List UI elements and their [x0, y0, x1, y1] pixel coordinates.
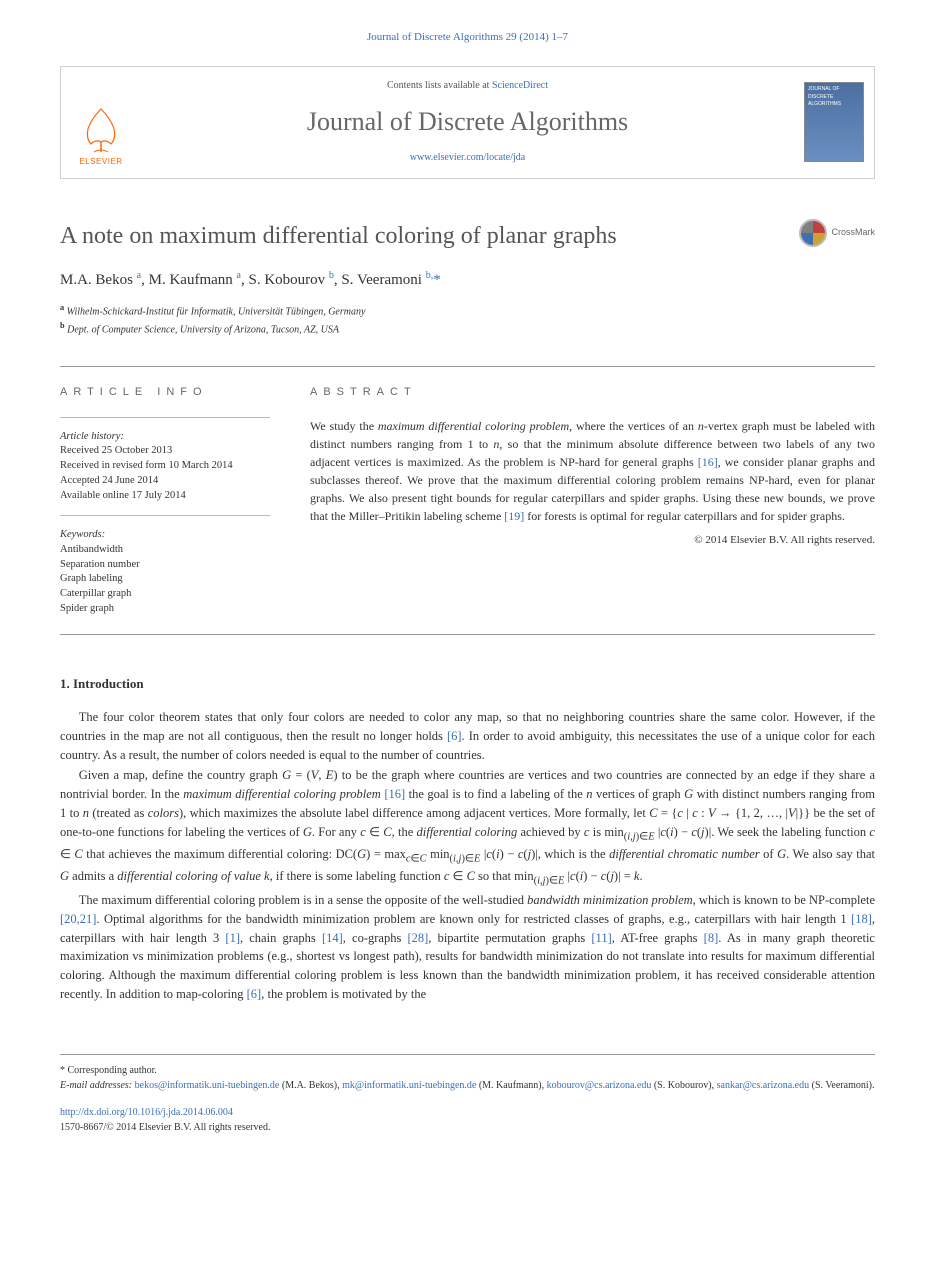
- article-info-column: article info Article history: Received 2…: [60, 385, 270, 617]
- body-paragraph: Given a map, define the country graph G …: [60, 766, 875, 889]
- bottom-divider: [60, 634, 875, 635]
- tree-icon: [76, 104, 126, 154]
- keyword: Graph labeling: [60, 572, 270, 587]
- keyword: Caterpillar graph: [60, 587, 270, 602]
- history-line: Received in revised form 10 March 2014: [60, 459, 270, 474]
- info-divider-1: [60, 417, 270, 418]
- journal-name: Journal of Discrete Algorithms: [151, 103, 784, 141]
- banner-center: Contents lists available at ScienceDirec…: [141, 67, 794, 178]
- journal-cover-thumbnail[interactable]: JOURNAL OF DISCRETE ALGORITHMS: [804, 82, 864, 162]
- email-name: (M. Kaufmann),: [476, 1080, 546, 1091]
- crossmark-icon: [799, 219, 827, 247]
- sciencedirect-link[interactable]: ScienceDirect: [492, 80, 548, 91]
- email-name: (S. Kobourov),: [651, 1080, 716, 1091]
- article-info-label: article info: [60, 385, 270, 401]
- keyword: Spider graph: [60, 602, 270, 617]
- email-link[interactable]: mk@informatik.uni-tuebingen.de: [342, 1080, 476, 1091]
- corresponding-author-note: * Corresponding author.: [60, 1063, 875, 1078]
- doi-link[interactable]: http://dx.doi.org/10.1016/j.jda.2014.06.…: [60, 1105, 875, 1120]
- keywords-block: Keywords: AntibandwidthSeparation number…: [60, 528, 270, 616]
- email-link[interactable]: bekos@informatik.uni-tuebingen.de: [135, 1080, 280, 1091]
- email-link[interactable]: kobourov@cs.arizona.edu: [547, 1080, 652, 1091]
- journal-banner: ELSEVIER Contents lists available at Sci…: [60, 66, 875, 179]
- corresponding-label: Corresponding author.: [68, 1065, 157, 1076]
- keyword: Separation number: [60, 558, 270, 573]
- history-heading: Article history:: [60, 430, 270, 445]
- publisher-label: ELSEVIER: [79, 156, 122, 168]
- top-divider: [60, 366, 875, 367]
- history-line: Available online 17 July 2014: [60, 489, 270, 504]
- email-link[interactable]: sankar@cs.arizona.edu: [717, 1080, 810, 1091]
- contents-prefix: Contents lists available at: [387, 80, 492, 91]
- abstract-label: abstract: [310, 385, 875, 401]
- email-label: E-mail addresses:: [60, 1080, 132, 1091]
- journal-url[interactable]: www.elsevier.com/locate/jda: [151, 151, 784, 166]
- article-title: A note on maximum differential coloring …: [60, 219, 617, 254]
- affiliation-line: a Wilhelm-Schickard-Institut für Informa…: [60, 302, 875, 320]
- footnotes: * Corresponding author. E-mail addresses…: [60, 1054, 875, 1135]
- section-1-heading: 1. Introduction: [60, 675, 875, 694]
- crossmark-badge[interactable]: CrossMark: [799, 219, 875, 247]
- authors-line: M.A. Bekos a, M. Kaufmann a, S. Kobourov…: [60, 269, 875, 292]
- article-history-block: Article history: Received 25 October 201…: [60, 430, 270, 503]
- history-line: Received 25 October 2013: [60, 444, 270, 459]
- affiliation-line: b Dept. of Computer Science, University …: [60, 320, 875, 338]
- issn-copyright: 1570-8667/© 2014 Elsevier B.V. All right…: [60, 1120, 875, 1135]
- publisher-logo-cell: ELSEVIER: [61, 67, 141, 178]
- info-divider-2: [60, 515, 270, 516]
- email-name: (S. Veeramoni).: [809, 1080, 874, 1091]
- body-paragraph: The maximum differential coloring proble…: [60, 891, 875, 1004]
- crossmark-label: CrossMark: [831, 226, 875, 239]
- body-paragraph: The four color theorem states that only …: [60, 708, 875, 764]
- abstract-text: We study the maximum differential colori…: [310, 417, 875, 525]
- abstract-copyright: © 2014 Elsevier B.V. All rights reserved…: [310, 533, 875, 549]
- keyword: Antibandwidth: [60, 543, 270, 558]
- keywords-heading: Keywords:: [60, 528, 270, 543]
- contents-available-line: Contents lists available at ScienceDirec…: [151, 79, 784, 94]
- journal-header-link[interactable]: Journal of Discrete Algorithms 29 (2014)…: [60, 30, 875, 46]
- cover-cell: JOURNAL OF DISCRETE ALGORITHMS: [794, 67, 874, 178]
- abstract-column: abstract We study the maximum differenti…: [310, 385, 875, 617]
- email-addresses-line: E-mail addresses: bekos@informatik.uni-t…: [60, 1078, 875, 1093]
- history-line: Accepted 24 June 2014: [60, 474, 270, 489]
- affiliations: a Wilhelm-Schickard-Institut für Informa…: [60, 302, 875, 338]
- email-name: (M.A. Bekos),: [279, 1080, 342, 1091]
- elsevier-logo[interactable]: ELSEVIER: [71, 98, 131, 168]
